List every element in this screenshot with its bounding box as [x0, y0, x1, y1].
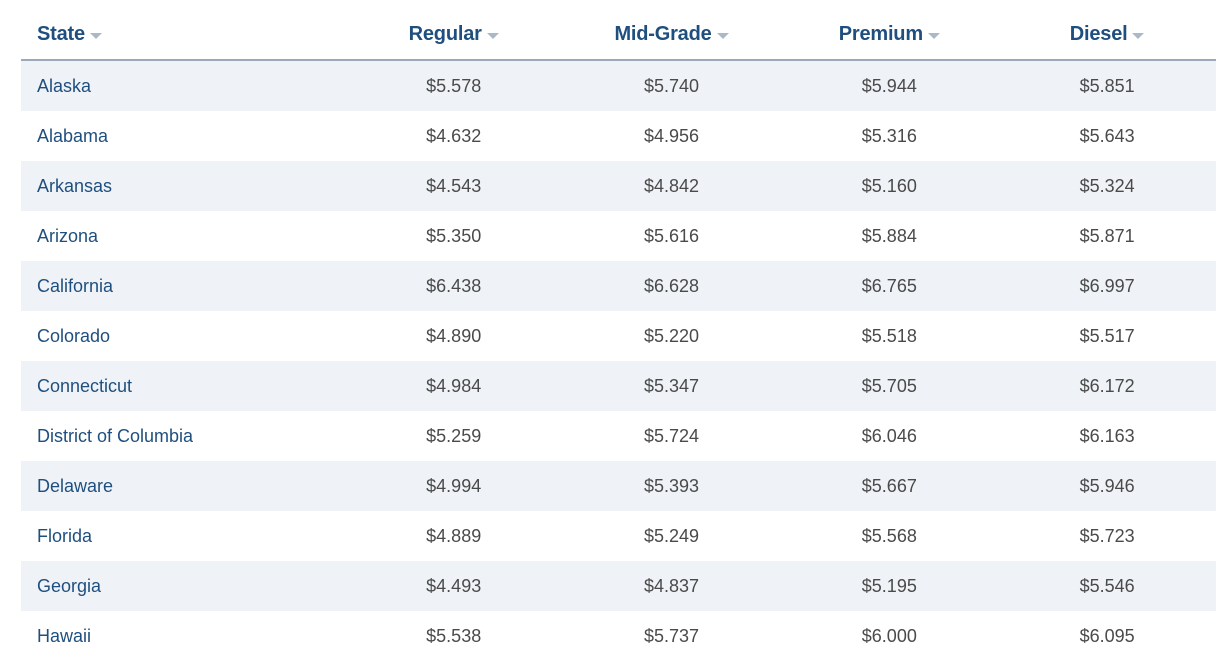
state-name-link[interactable]: Connecticut — [37, 375, 133, 396]
diesel-price: $5.851 — [1079, 75, 1135, 96]
diesel-price: $6.172 — [1079, 375, 1135, 396]
midgrade-price: $5.616 — [643, 225, 700, 246]
column-header-label: Mid-Grade — [614, 23, 712, 45]
table-row: District of Columbia $5.259 $5.724 $6.04… — [21, 411, 1216, 461]
premium-price: $5.568 — [861, 525, 917, 546]
regular-price: $4.889 — [426, 525, 482, 546]
table-row: Georgia $4.493 $4.837 $5.195 $5.546 — [21, 561, 1216, 611]
table-row: Hawaii $5.538 $5.737 $6.000 $6.095 — [21, 611, 1216, 661]
midgrade-price: $4.842 — [643, 175, 700, 196]
midgrade-price: $4.837 — [643, 575, 700, 596]
state-name-link[interactable]: Alabama — [37, 125, 109, 146]
regular-price: $4.890 — [426, 325, 482, 346]
premium-price: $6.765 — [861, 275, 917, 296]
diesel-price: $5.546 — [1079, 575, 1135, 596]
state-name-link[interactable]: Alaska — [37, 75, 92, 96]
diesel-price: $5.946 — [1079, 475, 1135, 496]
state-name-link[interactable]: Arkansas — [37, 175, 113, 196]
midgrade-price: $5.249 — [643, 525, 700, 546]
diesel-price: $5.723 — [1079, 525, 1135, 546]
column-header-label: Regular — [408, 23, 482, 45]
gas-prices-table: State Regular Mid-Grade Premium Diesel A… — [21, 10, 1216, 661]
premium-price: $5.518 — [861, 325, 917, 346]
table-header: State Regular Mid-Grade Premium Diesel — [21, 10, 1216, 61]
premium-price: $5.667 — [861, 475, 917, 496]
table-row: Alaska $5.578 $5.740 $5.944 $5.851 — [21, 61, 1216, 111]
diesel-price: $5.643 — [1079, 125, 1135, 146]
regular-price: $4.493 — [426, 575, 482, 596]
regular-price: $5.259 — [426, 425, 482, 446]
sort-chevron-down-icon — [927, 32, 940, 39]
column-header-premium[interactable]: Premium — [780, 23, 998, 46]
sort-chevron-down-icon — [89, 32, 102, 39]
column-header-state[interactable]: State — [21, 23, 345, 46]
state-name-link[interactable]: Georgia — [37, 575, 102, 596]
sort-chevron-down-icon — [486, 32, 499, 39]
regular-price: $5.538 — [426, 625, 482, 646]
table-row: Connecticut $4.984 $5.347 $5.705 $6.172 — [21, 361, 1216, 411]
column-header-regular[interactable]: Regular — [345, 23, 563, 46]
table-row: California $6.438 $6.628 $6.765 $6.997 — [21, 261, 1216, 311]
state-name-link[interactable]: Delaware — [37, 475, 114, 496]
table-row: Arizona $5.350 $5.616 $5.884 $5.871 — [21, 211, 1216, 261]
state-name-link[interactable]: District of Columbia — [37, 425, 194, 446]
state-name-link[interactable]: Hawaii — [37, 625, 92, 646]
diesel-price: $5.517 — [1079, 325, 1135, 346]
midgrade-price: $6.628 — [643, 275, 700, 296]
column-header-label: State — [37, 23, 85, 45]
column-header-label: Premium — [838, 23, 923, 45]
regular-price: $4.632 — [426, 125, 482, 146]
premium-price: $5.195 — [861, 575, 917, 596]
sort-chevron-down-icon — [1132, 32, 1145, 39]
table-row: Alabama $4.632 $4.956 $5.316 $5.643 — [21, 111, 1216, 161]
premium-price: $5.884 — [861, 225, 917, 246]
midgrade-price: $5.740 — [643, 75, 700, 96]
premium-price: $6.000 — [861, 625, 917, 646]
regular-price: $5.578 — [426, 75, 482, 96]
table-row: Florida $4.889 $5.249 $5.568 $5.723 — [21, 511, 1216, 561]
sort-chevron-down-icon — [716, 32, 729, 39]
diesel-price: $5.324 — [1079, 175, 1135, 196]
midgrade-price: $4.956 — [643, 125, 700, 146]
state-name-link[interactable]: Arizona — [37, 225, 99, 246]
regular-price: $4.543 — [426, 175, 482, 196]
midgrade-price: $5.393 — [643, 475, 700, 496]
midgrade-price: $5.737 — [643, 625, 700, 646]
regular-price: $6.438 — [426, 275, 482, 296]
diesel-price: $6.997 — [1079, 275, 1135, 296]
premium-price: $5.160 — [861, 175, 917, 196]
regular-price: $4.984 — [426, 375, 482, 396]
regular-price: $5.350 — [426, 225, 482, 246]
regular-price: $4.994 — [426, 475, 482, 496]
diesel-price: $6.095 — [1079, 625, 1135, 646]
diesel-price: $6.163 — [1079, 425, 1135, 446]
midgrade-price: $5.347 — [643, 375, 700, 396]
table-row: Arkansas $4.543 $4.842 $5.160 $5.324 — [21, 161, 1216, 211]
state-name-link[interactable]: Florida — [37, 525, 93, 546]
state-name-link[interactable]: California — [37, 275, 114, 296]
column-header-label: Diesel — [1069, 23, 1128, 45]
state-name-link[interactable]: Colorado — [37, 325, 111, 346]
column-header-mid-grade[interactable]: Mid-Grade — [563, 23, 781, 46]
table-row: Colorado $4.890 $5.220 $5.518 $5.517 — [21, 311, 1216, 361]
midgrade-price: $5.724 — [643, 425, 700, 446]
premium-price: $6.046 — [861, 425, 917, 446]
diesel-price: $5.871 — [1079, 225, 1135, 246]
premium-price: $5.944 — [861, 75, 917, 96]
premium-price: $5.705 — [861, 375, 917, 396]
table-row: Delaware $4.994 $5.393 $5.667 $5.946 — [21, 461, 1216, 511]
midgrade-price: $5.220 — [643, 325, 700, 346]
premium-price: $5.316 — [861, 125, 917, 146]
column-header-diesel[interactable]: Diesel — [998, 23, 1216, 46]
